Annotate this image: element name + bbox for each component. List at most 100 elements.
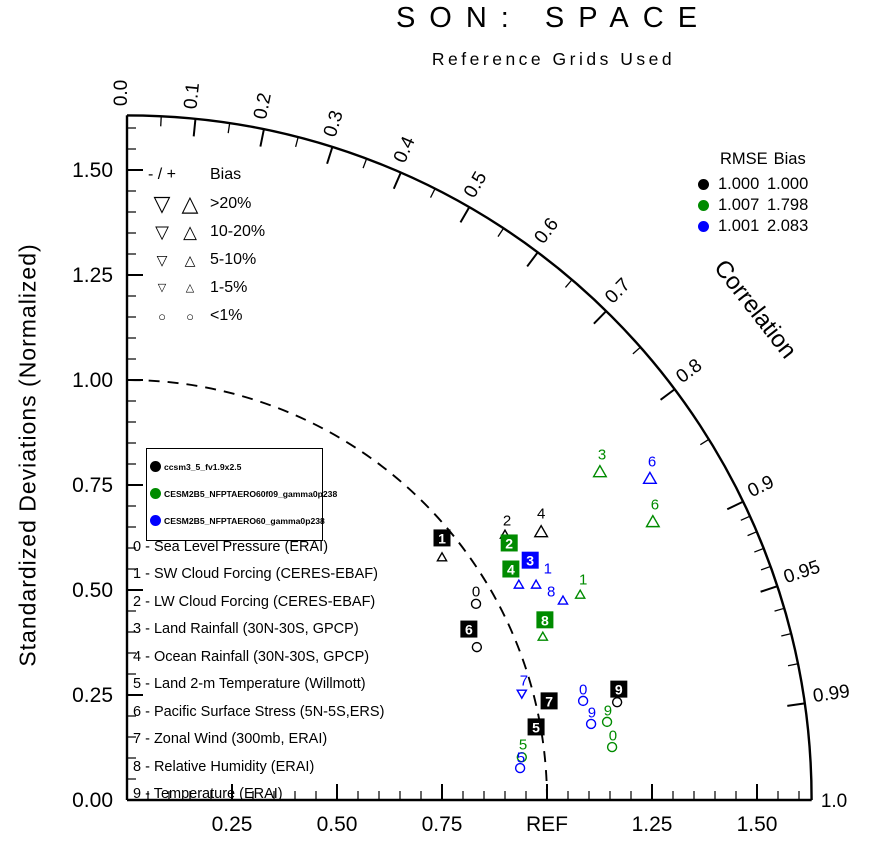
bias-triangle-up-marker: [642, 470, 658, 485]
variable-legend-item: 1 - SW Cloud Forcing (CERES-EBAF): [133, 566, 378, 583]
variable-legend-item: 4 - Ocean Rainfall (30N-30S, GPCP): [133, 648, 370, 665]
triangle-down-icon: ▽: [155, 222, 169, 242]
model-name: CESM2B5_NFPTAERO60_gamma0p238: [164, 515, 325, 526]
variable-legend: 0 - Sea Level Pressure (ERAI) 1 - SW Clo…: [133, 533, 384, 808]
bias-circle-marker: [606, 741, 618, 753]
model-color-dot: [698, 200, 709, 211]
variable-legend-item: 5 - Land 2-m Temperature (Willmott): [133, 676, 366, 693]
correlation-arc: [126, 114, 813, 801]
model-name: ccsm3_5_fv1.9x2.5: [164, 461, 242, 472]
correlation-tick-label: 0.7: [601, 274, 634, 308]
bias-triangle-up-marker: [436, 551, 448, 562]
data-point-label: 4: [537, 506, 545, 523]
correlation-minor-tick: [160, 116, 162, 127]
data-point-label: 6: [651, 496, 659, 513]
data-point-label: 6: [465, 622, 473, 638]
chart-subtitle: Reference Grids Used: [431, 49, 676, 69]
correlation-minor-tick: [747, 531, 758, 537]
data-point-box: [540, 692, 558, 710]
data-point-label: 0: [579, 682, 587, 699]
data-point-label: 1: [438, 530, 446, 546]
bias-legend-row-label: 5-10%: [210, 251, 257, 268]
data-point-label: 8: [547, 583, 555, 600]
rmse-legend-row: 1.000 1.000: [698, 174, 808, 195]
data-point-label: 5: [519, 737, 527, 754]
x-tick-label: 0.75: [422, 813, 463, 836]
correlation-minor-tick: [429, 188, 436, 198]
bias-legend-row: ▽ △ 10-20%: [148, 218, 265, 246]
rmse-value: 1.007: [718, 196, 760, 214]
correlation-tick-label: 0.2: [250, 91, 276, 121]
correlation-major-tick: [259, 129, 265, 147]
model-name: CESM2B5_NFPTAERO60f09_gamma0p238: [164, 488, 338, 499]
chart-title: SON: SPACE: [395, 2, 712, 34]
y-tick-label: 0.00: [72, 789, 113, 812]
variable-legend-item: 9 - Temperature (ERAI): [133, 786, 283, 803]
bias-circle-marker: [585, 718, 597, 730]
data-point-label: 7: [520, 672, 528, 689]
correlation-tick-label: 0.1: [180, 82, 204, 110]
correlation-tick-label: 0.9: [744, 472, 777, 502]
variable-legend-item: 0 - Sea Level Pressure (ERAI): [133, 538, 329, 555]
x-tick-label: REF: [526, 813, 568, 836]
correlation-minor-tick: [754, 547, 764, 553]
data-point-label: 2: [505, 535, 513, 551]
triangle-down-icon: ▽: [157, 281, 167, 294]
triangle-down-icon: ▽: [156, 252, 168, 268]
y-tick-label: 0.75: [72, 474, 113, 497]
bias-triangle-up-marker: [513, 578, 525, 589]
bias-triangle-up-marker: [645, 514, 661, 528]
data-point-box: [610, 680, 628, 698]
variable-legend-item: 8 - Relative Humidity (ERAI): [133, 758, 315, 775]
rmse-value: 1.001: [718, 217, 760, 235]
bias-triangle-up-marker: [557, 594, 569, 605]
bias-triangle-down-marker: [515, 689, 528, 700]
rmse-value: 1.000: [718, 175, 760, 193]
data-point-label: 9: [604, 703, 612, 720]
rmse-column-header: RMSE: [720, 150, 768, 168]
bias-triangle-up-marker: [574, 588, 586, 599]
correlation-tick-label: 0.6: [531, 214, 564, 248]
correlation-tick-label: 0.5: [460, 168, 491, 201]
triangle-up-icon: △: [184, 252, 196, 268]
rmse-legend-row: 1.007 1.798: [698, 195, 808, 216]
correlation-tick-label: 0.3: [320, 108, 348, 140]
correlation-major-tick: [526, 251, 539, 268]
data-point-box: [536, 611, 554, 629]
correlation-tick-label: 1.0: [821, 791, 847, 812]
y-tick-label: 0.25: [72, 684, 113, 707]
correlation-major-tick: [192, 118, 197, 137]
rmse-legend-header: RMSE Bias: [720, 150, 808, 169]
correlation-minor-tick: [362, 158, 368, 169]
correlation-major-tick: [659, 388, 676, 401]
correlation-minor-tick: [295, 136, 299, 148]
correlation-minor-tick: [760, 565, 771, 571]
data-point-box: [527, 718, 545, 736]
data-point-box: [460, 620, 478, 638]
bias-value: 1.798: [767, 196, 809, 214]
model-color-dot: [150, 488, 161, 499]
y-tick-label: 1.50: [72, 159, 113, 182]
variable-legend-item: 7 - Zonal Wind (300mb, ERAI): [133, 731, 328, 748]
data-point-label: 9: [588, 704, 596, 721]
triangle-up-icon: △: [183, 222, 197, 242]
data-point-label: 8: [541, 612, 549, 628]
data-point-label: 9: [615, 682, 623, 698]
bias-legend-header: - / + Bias: [148, 160, 265, 190]
bias-circle-marker: [516, 751, 527, 763]
bias-column-header: Bias: [773, 150, 806, 168]
y-tick-label: 1.00: [72, 369, 113, 392]
correlation-minor-tick: [632, 346, 641, 355]
correlation-major-tick: [326, 146, 334, 165]
model-color-dot: [150, 461, 161, 472]
correlation-minor-tick: [227, 123, 231, 134]
bias-triangle-up-marker: [530, 578, 542, 589]
rmse-legend: RMSE Bias 1.000 1.000 1.007 1.798 1.001 …: [698, 150, 808, 237]
x-tick-label: 1.50: [737, 813, 778, 836]
correlation-minor-tick: [564, 279, 573, 288]
model-color-dot: [698, 221, 709, 232]
data-point-label: 3: [526, 553, 534, 569]
model-color-dot: [150, 515, 161, 526]
triangle-up-icon: △: [181, 191, 199, 216]
